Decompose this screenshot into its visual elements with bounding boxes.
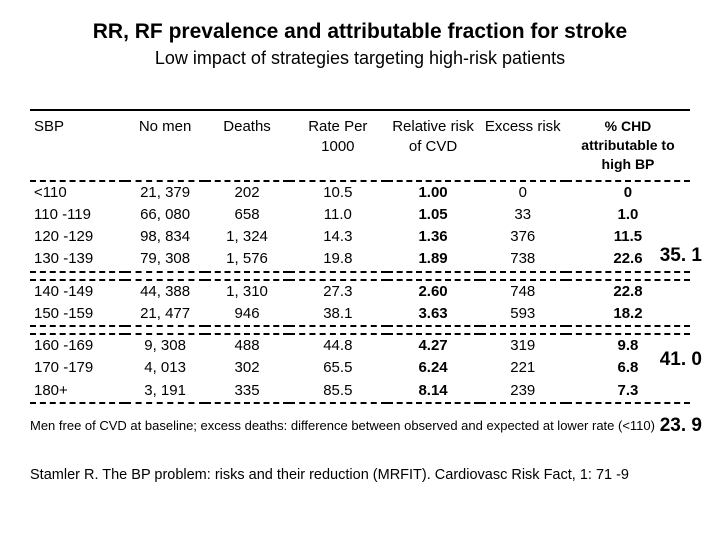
cell: 7.3 [566,380,690,403]
table-row: 130 -13979, 3081, 57619.81.8973822.6 [30,248,690,271]
cell: 98, 834 [125,226,205,248]
header-sbp: SBP [30,110,125,181]
table-row: 120 -12998, 8341, 32414.31.3637611.5 [30,226,690,248]
data-table: SBP No men Deaths Rate Per 1000 Relative… [30,109,690,404]
cell: 1.0 [566,204,690,226]
slide-title: RR, RF prevalence and attributable fract… [30,20,690,44]
table-container: SBP No men Deaths Rate Per 1000 Relative… [30,109,690,404]
cell: 180+ [30,380,125,403]
cell: 110 -119 [30,204,125,226]
cell: 658 [205,204,289,226]
cell: 3, 191 [125,380,205,403]
cell: 0 [566,181,690,204]
cell: 488 [205,334,289,357]
cell: 946 [205,303,289,326]
spacer-row [30,272,690,280]
cell: <110 [30,181,125,204]
cell: 1.00 [387,181,480,204]
attributable-fraction-badge: 41. 0 [660,349,702,371]
attributable-fraction-badge: 23. 9 [660,415,702,437]
cell: 160 -169 [30,334,125,357]
cell: 27.3 [289,280,386,303]
cell: 319 [480,334,566,357]
cell: 18.2 [566,303,690,326]
cell: 1.05 [387,204,480,226]
cell: 14.3 [289,226,386,248]
cell: 748 [480,280,566,303]
cell: 4.27 [387,334,480,357]
cell: 1, 324 [205,226,289,248]
cell: 6.24 [387,357,480,379]
cell: 22.8 [566,280,690,303]
header-row: SBP No men Deaths Rate Per 1000 Relative… [30,110,690,181]
cell: 33 [480,204,566,226]
cell: 38.1 [289,303,386,326]
cell: 140 -149 [30,280,125,303]
cell: 376 [480,226,566,248]
slide-subtitle: Low impact of strategies targeting high-… [30,48,690,69]
cell: 738 [480,248,566,271]
cell: 3.63 [387,303,480,326]
cell: 1, 576 [205,248,289,271]
cell: 202 [205,181,289,204]
cell: 21, 477 [125,303,205,326]
cell: 120 -129 [30,226,125,248]
cell: 4, 013 [125,357,205,379]
cell: 85.5 [289,380,386,403]
cell: 66, 080 [125,204,205,226]
cell: 1, 310 [205,280,289,303]
header-chd: % CHD attributable to high BP [566,110,690,181]
cell: 19.8 [289,248,386,271]
spacer-row [30,326,690,334]
header-excess: Excess risk [480,110,566,181]
cell: 79, 308 [125,248,205,271]
table-row: 140 -14944, 3881, 31027.32.6074822.8 [30,280,690,303]
header-rr: Relative risk of CVD [387,110,480,181]
cell: 9, 308 [125,334,205,357]
cell: 21, 379 [125,181,205,204]
cell: 65.5 [289,357,386,379]
cell: 221 [480,357,566,379]
attributable-fraction-badge: 35. 1 [660,245,702,267]
cell: 0 [480,181,566,204]
cell: 239 [480,380,566,403]
cell: 1.36 [387,226,480,248]
header-deaths: Deaths [205,110,289,181]
table-row: 170 -1794, 01330265.56.242216.8 [30,357,690,379]
cell: 302 [205,357,289,379]
cell: 335 [205,380,289,403]
footnote: Men free of CVD at baseline; excess deat… [30,418,690,433]
cell: 44.8 [289,334,386,357]
table-row: 160 -1699, 30848844.84.273199.8 [30,334,690,357]
cell: 593 [480,303,566,326]
header-nmen: No men [125,110,205,181]
cell: 130 -139 [30,248,125,271]
table-row: 150 -15921, 47794638.13.6359318.2 [30,303,690,326]
cell: 1.89 [387,248,480,271]
cell: 10.5 [289,181,386,204]
cell: 150 -159 [30,303,125,326]
cell: 170 -179 [30,357,125,379]
table-row: 110 -11966, 08065811.01.05331.0 [30,204,690,226]
cell: 44, 388 [125,280,205,303]
header-rate: Rate Per 1000 [289,110,386,181]
table-row: 180+3, 19133585.58.142397.3 [30,380,690,403]
cell: 11.0 [289,204,386,226]
table-row: <11021, 37920210.51.0000 [30,181,690,204]
cell: 2.60 [387,280,480,303]
cell: 8.14 [387,380,480,403]
citation: Stamler R. The BP problem: risks and the… [30,467,690,483]
